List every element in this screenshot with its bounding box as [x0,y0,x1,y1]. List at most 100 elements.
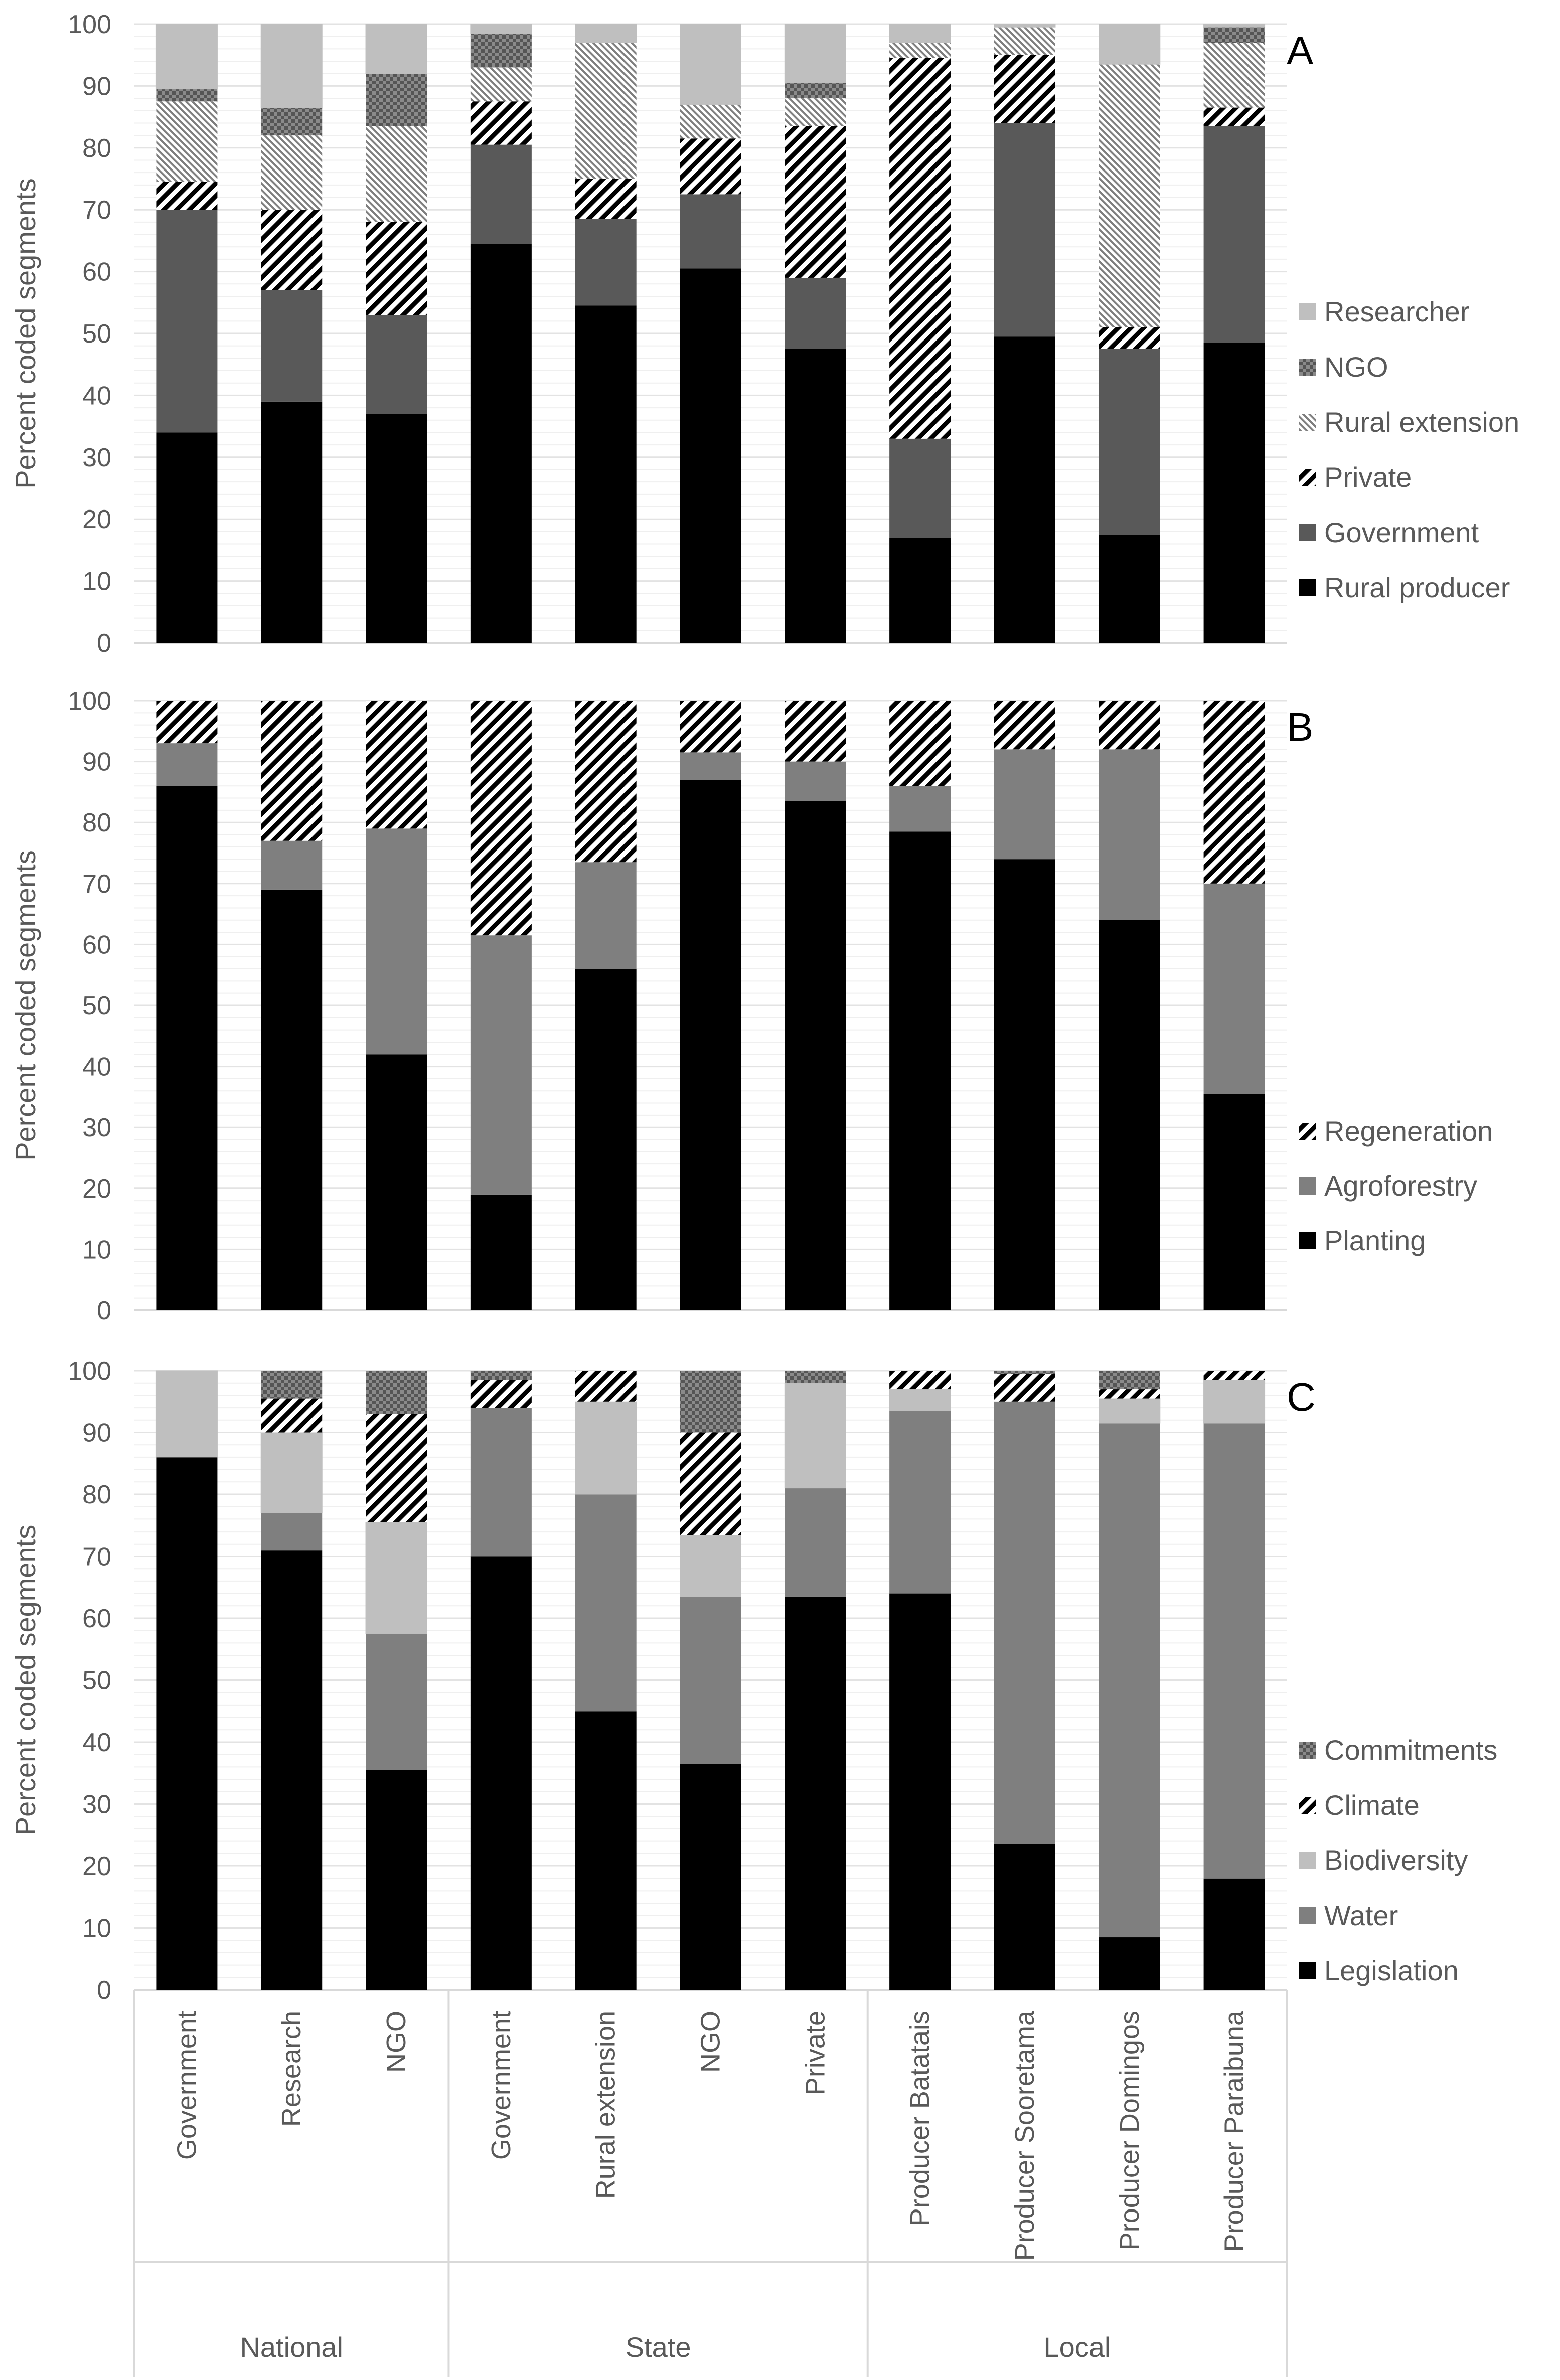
y-axis-title: Percent coded segments [10,850,41,1160]
y-tick-label: 90 [82,72,111,101]
panel-a: 0 10 20 30 40 50 60 70 80 90 100 Percent coded segm… [10,10,1519,658]
bar-rural-producer-10 [1099,535,1160,643]
legend-item-biodiversity: Biodiversity [1299,1844,1468,1876]
bar-legislation-3 [366,1770,427,1990]
bar-biodiversity-11 [1203,1380,1266,1424]
legend-swatch [1299,303,1316,320]
y-tick-label: 50 [82,991,111,1021]
bar-government-1 [156,210,218,433]
y-tick-label: 70 [82,196,111,225]
bar-climate-10 [1099,1389,1160,1399]
bar-regeneration-2 [261,701,323,841]
bar-government-5 [575,219,637,306]
bar-private-4 [470,101,532,145]
bar-climate-2 [261,1398,323,1433]
bar-private-10 [1099,327,1160,349]
bar-commitments-10 [1099,1371,1160,1390]
legend-label: Private [1324,461,1412,493]
y-tick-label: 100 [68,1356,111,1386]
bar-water-3 [366,1633,427,1770]
bar-agroforestry-4 [470,935,532,1195]
bar-agroforestry-8 [889,786,951,832]
y-tick-label: 30 [82,1790,111,1819]
bar-water-2 [261,1513,323,1551]
bar-planting-5 [575,969,637,1310]
bar-legislation-5 [575,1711,637,1990]
bar-researcher-11 [1203,24,1266,28]
bar-researcher-8 [889,24,951,43]
bar-climate-9 [994,1374,1055,1402]
legend-item-rural-producer: Rural producer [1299,572,1510,603]
bar-water-9 [994,1401,1055,1844]
bar-commitments-3 [366,1371,427,1414]
bar-ngo-3 [366,73,427,126]
legend-item-agroforestry: Agroforestry [1299,1170,1477,1202]
bar-rural-extension-3 [366,126,427,222]
bar-water-7 [785,1488,846,1597]
bar-regeneration-5 [575,701,637,863]
bar-rural-extension-11 [1203,43,1265,108]
bar-ngo-11 [1203,27,1265,43]
bar-regeneration-8 [889,701,951,786]
legend-swatch [1299,359,1316,376]
bar-planting-2 [261,889,323,1310]
legend-label: Planting [1324,1225,1426,1256]
bar-rural-extension-1 [156,101,218,182]
bar-researcher-3 [365,24,427,74]
bar-commitments-4 [470,1371,532,1380]
legend-swatch [1299,1177,1316,1195]
bar-water-6 [680,1596,741,1764]
legend-label: Government [1324,517,1479,548]
y-tick-label: 40 [82,1728,111,1757]
y-tick-label: 50 [82,319,111,349]
bar-agroforestry-5 [575,862,637,969]
y-tick-label: 90 [82,1419,111,1448]
bar-water-5 [575,1494,637,1712]
bar-ngo-7 [785,83,846,99]
bar-rural-extension-10 [1099,64,1160,327]
y-tick-label: 10 [82,567,111,596]
y-tick-label: 20 [82,505,111,534]
y-tick-label: 0 [97,1296,111,1325]
bar-climate-5 [575,1371,637,1402]
bar-planting-1 [156,786,218,1310]
bar-rural-extension-8 [889,43,951,58]
legend-item-planting: Planting [1299,1225,1426,1256]
bar-planting-7 [785,801,846,1310]
bar-agroforestry-11 [1203,883,1265,1094]
bar-water-4 [470,1408,532,1557]
bar-agroforestry-3 [366,828,427,1055]
y-tick-label: 60 [82,930,111,959]
legend-swatch [1299,469,1316,486]
bar-water-8 [889,1411,951,1594]
bar-biodiversity-10 [1099,1398,1161,1424]
bar-private-8 [889,58,951,439]
bar-legislation-9 [994,1844,1055,1990]
bar-legislation-11 [1203,1878,1265,1990]
legend-swatch [1299,524,1316,541]
bar-private-11 [1203,107,1265,126]
bar-rural-extension-2 [261,135,323,210]
panel-label: B [1287,705,1313,749]
bar-government-3 [366,314,427,414]
bar-agroforestry-10 [1099,749,1160,920]
bar-biodiversity-7 [784,1383,846,1489]
legend-swatch [1299,1797,1316,1814]
bar-rural-producer-3 [366,414,427,643]
bar-government-9 [994,123,1055,337]
bar-commitments-2 [261,1371,323,1399]
bar-government-10 [1099,349,1160,535]
legend-label: Climate [1324,1789,1420,1821]
bar-researcher-6 [680,24,741,105]
panel-b: 0 10 20 30 40 50 60 70 80 90 100 Percent coded segm… [10,687,1493,1325]
legend-item-commitments: Commitments [1299,1734,1497,1766]
legend-swatch [1299,1742,1316,1759]
x-tick-label: Producer Domingos [1115,2011,1145,2250]
bar-planting-11 [1203,1094,1265,1310]
bar-researcher-10 [1099,24,1161,65]
y-tick-label: 0 [97,1976,111,2005]
legend-swatch [1299,1232,1316,1249]
bar-biodiversity-8 [889,1389,951,1411]
group-label-state: State [626,2331,691,2363]
